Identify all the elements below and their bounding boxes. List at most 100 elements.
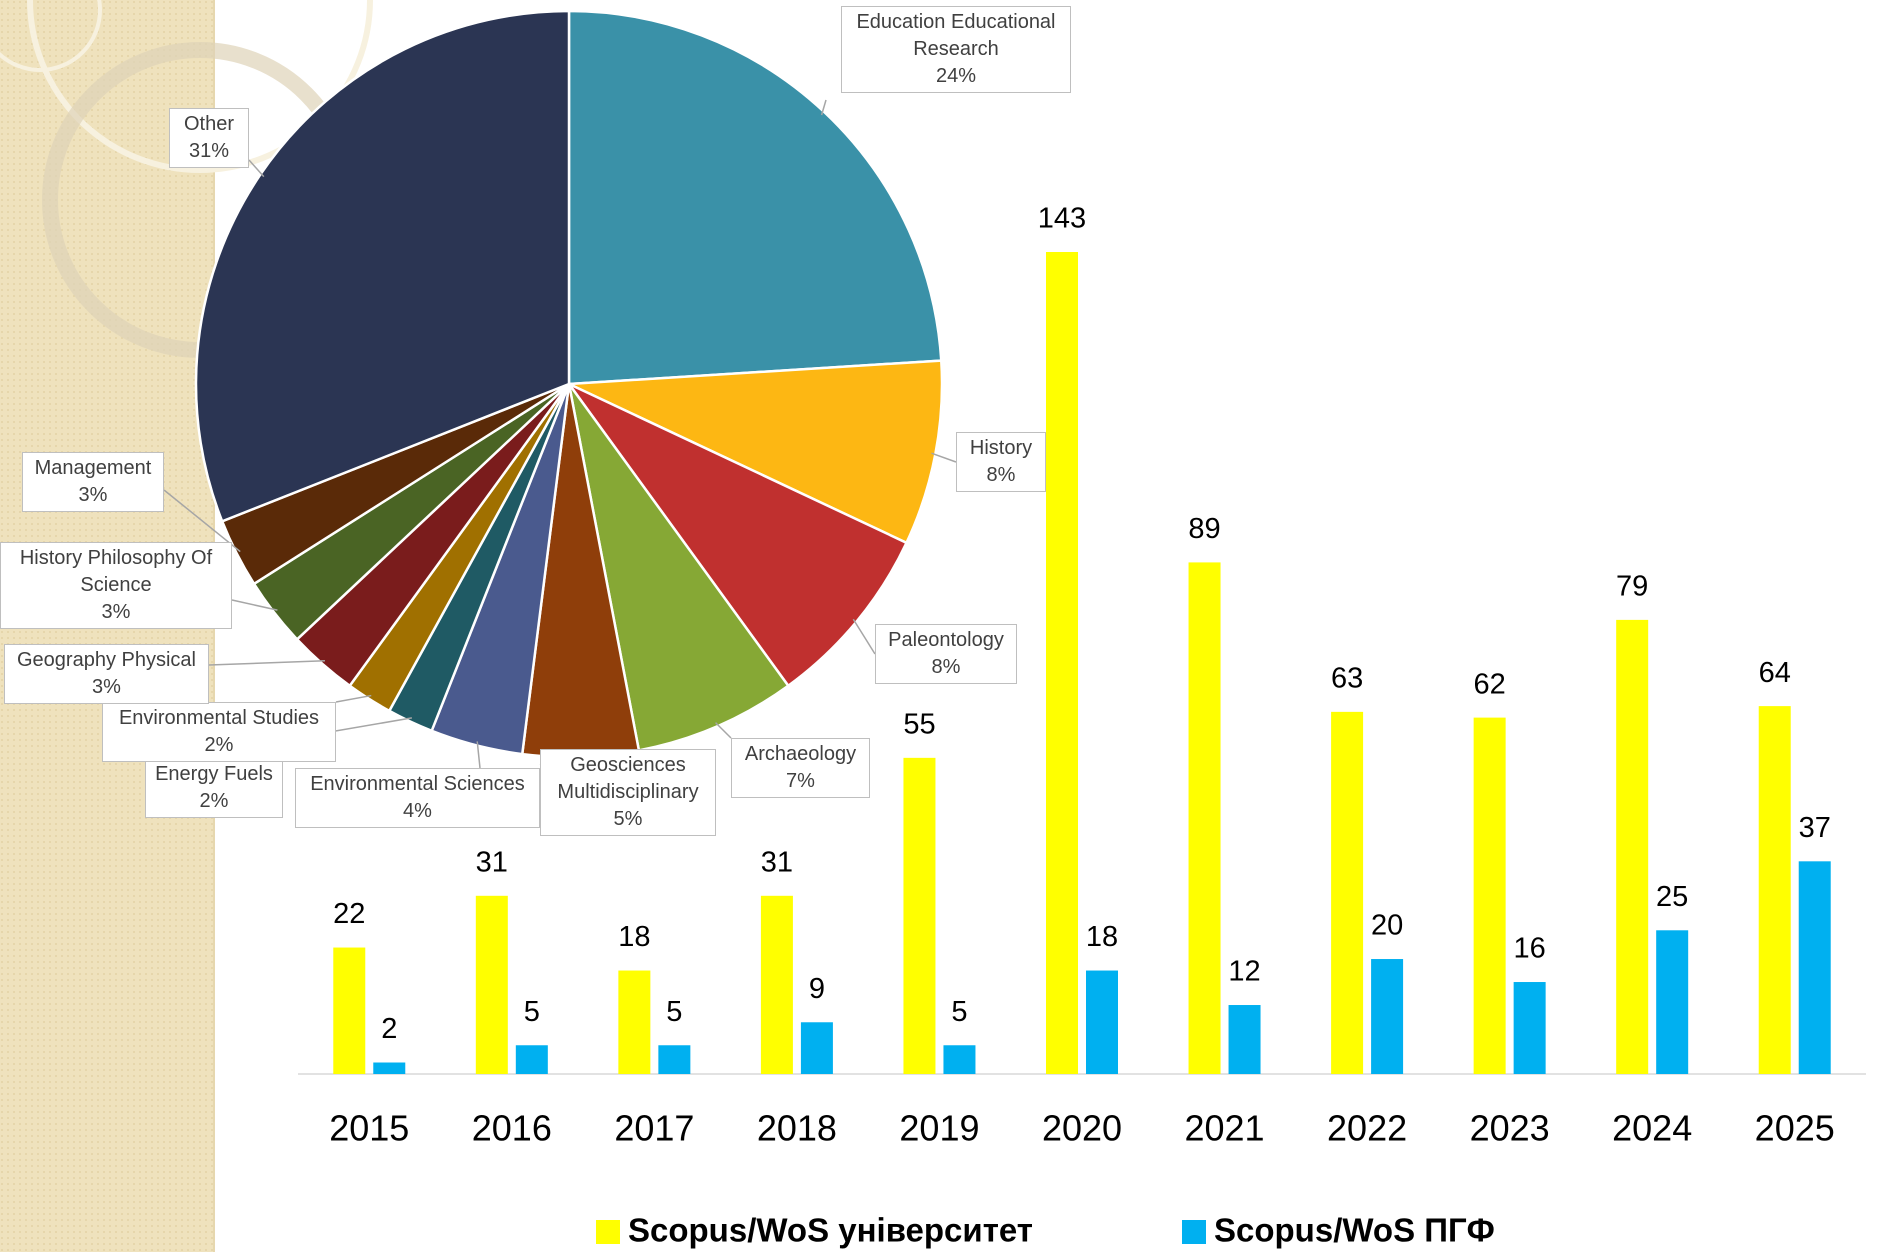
leader-line bbox=[335, 694, 372, 703]
pie-label-value: 31% bbox=[188, 140, 230, 162]
value-label: 37 bbox=[1799, 812, 1831, 844]
pie-label: Education Educational Research 24% bbox=[841, 6, 1071, 93]
pie-label-value: 7% bbox=[786, 770, 815, 792]
pie-label-value: 3% bbox=[78, 484, 108, 506]
value-label: 12 bbox=[1228, 956, 1260, 988]
bar bbox=[515, 1045, 548, 1074]
bar bbox=[903, 757, 936, 1074]
value-label: 5 bbox=[524, 996, 540, 1028]
bar bbox=[333, 947, 366, 1074]
pie-label: Archaeology 7% bbox=[731, 738, 870, 798]
bar bbox=[1616, 619, 1649, 1074]
value-label: 64 bbox=[1759, 657, 1791, 689]
value-label: 31 bbox=[761, 846, 793, 878]
pie-label: Other 31% bbox=[169, 108, 249, 168]
pie-label-value: 3% bbox=[101, 601, 131, 623]
leader-line bbox=[820, 99, 827, 116]
pie-slice bbox=[567, 9, 943, 386]
value-label: 31 bbox=[476, 846, 508, 878]
pie-label-value: 5% bbox=[613, 808, 643, 830]
leader-line bbox=[476, 741, 481, 769]
pie-label-name: Management bbox=[34, 457, 152, 479]
bar bbox=[1473, 717, 1506, 1074]
leader-line bbox=[163, 489, 241, 553]
pie-slice bbox=[567, 383, 790, 752]
pie-label-value: 2% bbox=[199, 790, 229, 812]
x-tick-label: 2023 bbox=[1470, 1108, 1550, 1149]
value-label: 79 bbox=[1616, 571, 1648, 603]
value-label: 2 bbox=[381, 1013, 397, 1045]
value-label: 20 bbox=[1371, 910, 1403, 942]
pie-label-name: Energy Fuels bbox=[155, 763, 273, 785]
bar bbox=[760, 895, 793, 1074]
pie-label-name: Education Educational Research bbox=[856, 11, 1056, 60]
value-label: 22 bbox=[333, 898, 365, 930]
x-tick-label: 2018 bbox=[757, 1108, 837, 1149]
bar bbox=[1228, 1005, 1261, 1074]
value-label: 18 bbox=[618, 921, 650, 953]
value-label: 55 bbox=[903, 709, 935, 741]
leader-line bbox=[931, 452, 957, 463]
x-tick-label: 2022 bbox=[1327, 1108, 1407, 1149]
bar bbox=[1086, 970, 1118, 1074]
bar-chart: 2015222201631520171852018319201955520201… bbox=[298, 203, 1866, 1249]
value-label: 5 bbox=[666, 996, 682, 1028]
pie-label-value: 8% bbox=[931, 656, 961, 678]
bar bbox=[658, 1045, 691, 1074]
legend-label: Scopus/WoS університет bbox=[628, 1212, 1033, 1249]
pie-label-value: 4% bbox=[403, 800, 432, 822]
value-label: 89 bbox=[1188, 513, 1220, 545]
x-tick-label: 2019 bbox=[899, 1108, 979, 1149]
bar bbox=[1656, 930, 1689, 1074]
value-label: 5 bbox=[951, 996, 967, 1028]
value-label: 143 bbox=[1038, 203, 1086, 235]
pie-label: Geography Physical 3% bbox=[4, 644, 209, 704]
x-tick-label: 2024 bbox=[1612, 1108, 1692, 1149]
x-tick-label: 2016 bbox=[472, 1108, 552, 1149]
x-tick-label: 2021 bbox=[1184, 1108, 1264, 1149]
bar bbox=[1331, 711, 1364, 1074]
bar bbox=[1046, 252, 1078, 1074]
legend-label: Scopus/WoS ПГФ bbox=[1214, 1212, 1495, 1249]
leader-line bbox=[208, 660, 326, 666]
pie-label: Geosciences Multidisciplinary 5% bbox=[540, 749, 716, 836]
pie-label-value: 2% bbox=[204, 734, 234, 756]
pie-slice bbox=[567, 382, 909, 688]
pie-label-name: History bbox=[969, 437, 1033, 459]
pie-label: History Philosophy Of Science 3% bbox=[0, 542, 232, 629]
pie-label: Management 3% bbox=[22, 452, 164, 512]
pie-label-value: 8% bbox=[986, 464, 1016, 486]
value-label: 18 bbox=[1086, 921, 1118, 953]
bar bbox=[1371, 959, 1404, 1074]
pie-label: History 8% bbox=[956, 432, 1046, 492]
pie-label: Environmental Studies 2% bbox=[102, 702, 336, 762]
bar bbox=[1188, 562, 1221, 1074]
value-label: 25 bbox=[1656, 881, 1688, 913]
decor-circle bbox=[0, 0, 102, 72]
pie-label: Paleontology 8% bbox=[875, 624, 1017, 684]
pie-label-value: 24% bbox=[935, 65, 977, 87]
pie-label-value: 3% bbox=[92, 676, 121, 698]
pie-label-name: Paleontology bbox=[888, 629, 1004, 651]
legend-swatch bbox=[596, 1220, 620, 1244]
pie-label: Environmental Sciences 4% bbox=[295, 768, 540, 828]
pie-label: Energy Fuels 2% bbox=[145, 758, 283, 818]
value-label: 63 bbox=[1331, 663, 1363, 695]
bar bbox=[618, 970, 651, 1074]
value-label: 9 bbox=[809, 973, 825, 1005]
pie-label-name: Geosciences Multidisciplinary bbox=[557, 754, 699, 803]
x-tick-label: 2017 bbox=[614, 1108, 694, 1149]
leader-line bbox=[231, 599, 278, 611]
x-tick-label: 2020 bbox=[1042, 1108, 1122, 1149]
pie-label-name: Other bbox=[183, 113, 235, 135]
leader-line bbox=[715, 722, 732, 739]
bar bbox=[800, 1022, 833, 1074]
bar bbox=[943, 1045, 976, 1074]
x-tick-label: 2025 bbox=[1755, 1108, 1835, 1149]
pie-chart bbox=[163, 9, 957, 769]
leader-line bbox=[852, 618, 876, 655]
decor-circle bbox=[27, 0, 373, 173]
bar bbox=[1758, 706, 1791, 1074]
